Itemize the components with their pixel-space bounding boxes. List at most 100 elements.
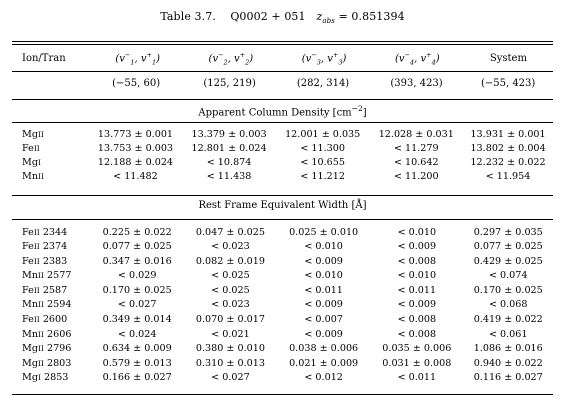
value-cell: 0.035 ± 0.006 [382,343,452,355]
top-rule-1 [12,41,553,42]
z-subscript: abs [322,17,335,26]
value-cell: < 0.027 [117,299,157,311]
value-cell: < 10.642 [393,157,439,169]
value-cell: 0.021 ± 0.009 [289,357,359,369]
ion-cell: MgII 2803 [22,357,72,369]
value-cell: 0.077 ± 0.025 [102,241,172,253]
col-header-v1: (v−1, v+1) [115,51,160,67]
value-cell: < 11.482 [113,171,158,183]
bottom-rule [12,394,553,395]
value-cell: 0.025 ± 0.010 [289,226,359,238]
value-cell: < 11.279 [393,143,439,155]
section2-rule [12,219,553,220]
value-cell: < 0.029 [117,270,157,282]
range-v1: (−55, 60) [112,78,161,89]
top-rule-2 [12,44,553,45]
table-row: MgII 13.773 ± 0.001 13.379 ± 0.003 12.001 … [12,128,553,142]
ion-cell: FeII 2374 [22,241,68,253]
range-table: (−55, 60) (125, 219) (282, 314) (393, 42… [12,77,553,91]
header-table: Ion/Tran (v−1, v+1) (v−2, v+2) (v−3, v+3… [12,50,553,68]
value-cell: 0.170 ± 0.025 [473,284,543,296]
value-cell: 0.429 ± 0.025 [473,255,543,267]
value-cell: < 0.008 [397,328,437,340]
value-cell: < 0.011 [397,284,437,296]
ion-cell: MgII [22,129,44,141]
ion-cell: FeII 2600 [22,314,68,326]
table-row: FeII 13.753 ± 0.003 12.801 ± 0.024 < 11.30… [12,142,553,156]
col-header-ion-tran: Ion/Tran [22,53,66,64]
range-v3: (282, 314) [296,78,350,89]
value-cell: 13.753 ± 0.003 [97,143,174,155]
value-cell: 0.082 ± 0.019 [195,255,265,267]
value-cell: < 0.068 [488,299,528,311]
value-cell: < 0.023 [211,241,250,253]
value-cell: 13.931 ± 0.001 [470,129,546,141]
ion-cell: FeII 2344 [22,226,68,238]
value-cell: 0.038 ± 0.006 [289,343,359,355]
value-cell: 0.347 ± 0.016 [102,255,172,267]
col-header-system: System [489,53,527,64]
ion-cell: MnII [22,171,44,183]
value-cell: 12.801 ± 0.024 [191,143,267,155]
value-cell: 0.349 ± 0.014 [102,314,172,326]
value-cell: < 0.011 [397,372,437,384]
value-cell: 0.297 ± 0.035 [473,226,543,238]
col-header-v3: (v−3, v+3) [301,51,347,67]
quasar-name: Q0002 + 051 [230,10,306,23]
value-cell: < 0.024 [117,328,157,340]
equivalent-width-table: FeII 2344 0.225 ± 0.022 0.047 ± 0.025 0.025… [12,225,553,386]
value-cell: < 10.655 [300,157,345,169]
value-cell: < 0.021 [211,328,250,340]
value-cell: 0.070 ± 0.017 [195,314,265,326]
value-cell: 0.116 ± 0.027 [473,372,543,384]
column-density-table: MgII 13.773 ± 0.001 13.379 ± 0.003 12.001 … [12,128,553,184]
value-cell: 12.028 ± 0.031 [378,129,454,141]
value-cell: 0.310 ± 0.013 [195,357,265,369]
value-cell: < 0.025 [211,270,250,282]
z-value: = 0.851394 [334,10,405,23]
section1-end-rule [12,195,553,196]
value-cell: < 11.200 [393,171,439,183]
table-row: FeII 2383 0.347 ± 0.016 0.082 ± 0.019 < 0.0… [12,254,553,269]
value-cell: < 0.010 [304,270,343,282]
ion-cell: FeII 2587 [22,284,68,296]
z-label: z [316,10,323,23]
value-cell: < 0.007 [304,314,343,326]
value-cell: < 11.300 [300,143,345,155]
value-cell: < 0.008 [397,314,437,326]
ion-cell: FeII 2383 [22,255,68,267]
table-row: MnII 2577 < 0.029 < 0.025 < 0.010 < 0.010 < 0… [12,269,553,284]
range-v2: (125, 219) [203,78,256,89]
section-title-column-density: Apparent Column Density [cm−2] [198,104,367,119]
value-cell: 0.940 ± 0.022 [473,357,543,369]
value-cell: < 0.023 [211,299,250,311]
value-cell: 13.773 ± 0.001 [97,129,174,141]
ion-cell: MgII 2796 [22,343,72,355]
value-cell: 12.232 ± 0.022 [470,157,546,169]
table-row: MnII 2594 < 0.027 < 0.023 < 0.009 < 0.009 < 0… [12,298,553,313]
range-v4: (393, 423) [390,78,443,89]
value-cell: 13.802 ± 0.004 [470,143,546,155]
value-cell: 1.086 ± 0.016 [473,343,543,355]
value-cell: 0.579 ± 0.013 [102,357,172,369]
value-cell: < 0.009 [397,241,437,253]
value-cell: 12.188 ± 0.024 [97,157,174,169]
value-cell: < 0.074 [488,270,528,282]
range-rule [12,99,553,100]
table-row: FeII 2587 0.170 ± 0.025 < 0.025 < 0.011 < 0.… [12,283,553,298]
value-cell: < 11.212 [300,171,345,183]
table-row: MnII 2606 < 0.024 < 0.021 < 0.009 < 0.008 < 0… [12,327,553,342]
table-row: FeII 2374 0.077 ± 0.025 < 0.023 < 0.010 < 0.… [12,240,553,255]
ion-cell: MgI [22,157,41,169]
value-cell: < 0.009 [304,255,343,267]
value-cell: < 11.438 [206,171,252,183]
value-cell: 0.166 ± 0.027 [102,372,172,384]
value-cell: 13.379 ± 0.003 [191,129,267,141]
value-cell: < 0.009 [304,328,343,340]
value-cell: < 0.009 [397,299,437,311]
col-header-v4: (v−4, v+4) [394,51,440,67]
section-title-equivalent-width: Rest Frame Equivalent Width [Å] [198,200,367,211]
value-cell: 0.225 ± 0.022 [102,226,172,238]
value-cell: < 0.011 [304,284,343,296]
value-cell: 0.634 ± 0.009 [102,343,172,355]
